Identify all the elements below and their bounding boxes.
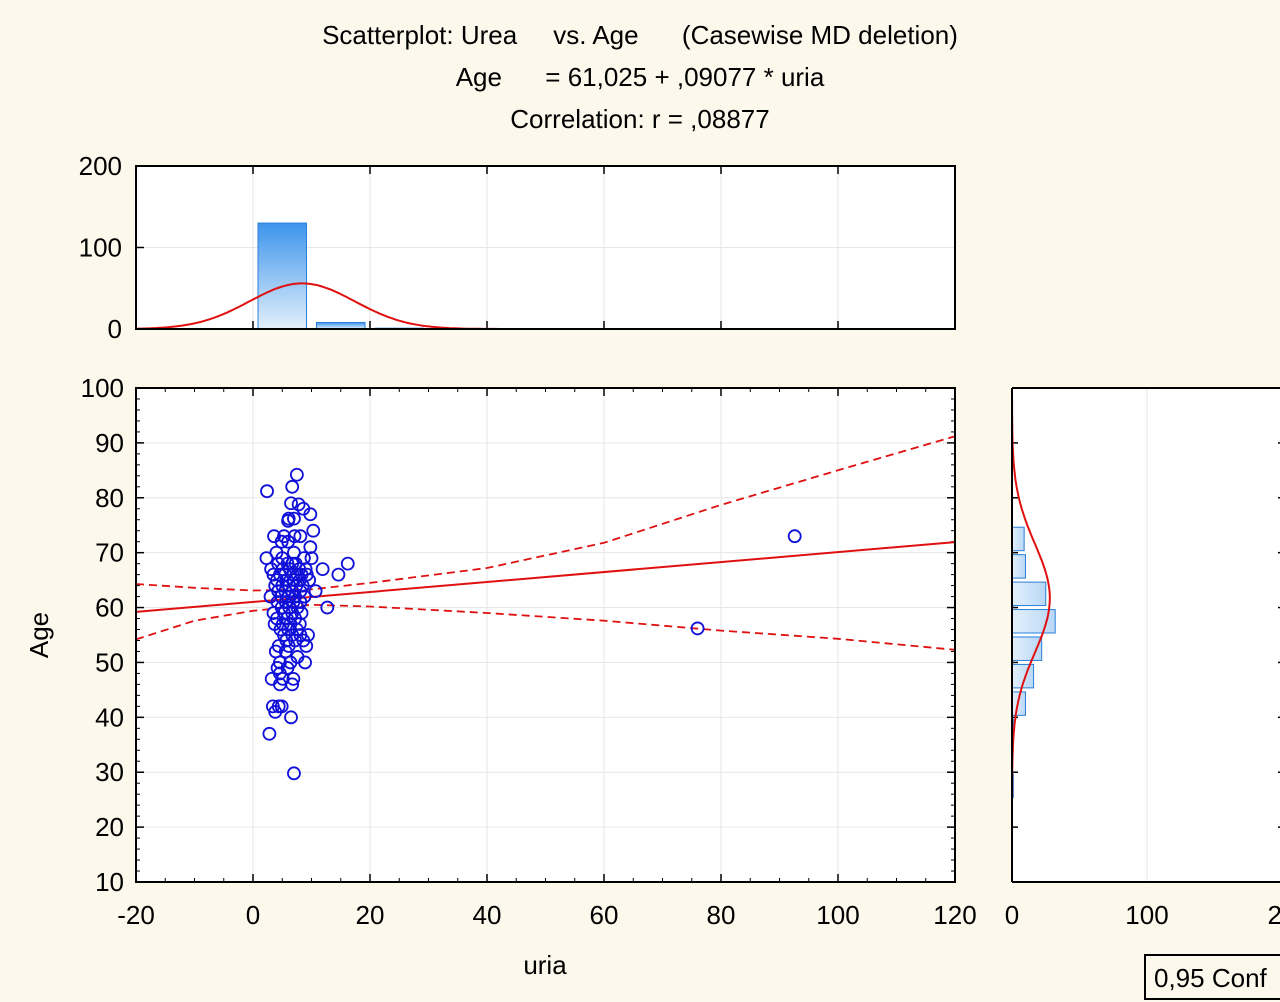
data-point xyxy=(306,523,321,538)
x-tick-label: 20 xyxy=(356,900,385,930)
top-hist-frame xyxy=(135,165,956,330)
plot-frame xyxy=(135,387,956,883)
data-point xyxy=(281,534,296,549)
y-axis-label: Age xyxy=(24,612,54,658)
data-point xyxy=(274,534,289,549)
x-tick-label: 80 xyxy=(707,900,736,930)
x-tick-label: -20 xyxy=(117,900,155,930)
legend-box: 0,95 Conf xyxy=(1144,954,1280,1000)
x-tick-label: 0 xyxy=(246,900,260,930)
data-point xyxy=(286,672,301,686)
y-tick-label: 40 xyxy=(95,702,124,732)
legend-text: 0,95 Conf xyxy=(1154,963,1268,993)
data-point xyxy=(284,496,298,511)
data-point xyxy=(281,513,296,528)
data-point xyxy=(787,529,802,544)
data-point xyxy=(340,556,355,571)
data-point xyxy=(287,766,301,781)
y-tick-label: 70 xyxy=(95,538,124,568)
x-tick-label: 40 xyxy=(473,900,502,930)
data-point xyxy=(268,704,283,719)
data-point xyxy=(320,600,335,615)
data-point xyxy=(289,467,304,482)
confidence-band-lower xyxy=(135,603,956,651)
right-hist-area xyxy=(1012,388,1280,882)
top-hist-y-tick-label: 0 xyxy=(108,314,122,344)
data-point xyxy=(285,677,300,692)
data-point xyxy=(690,621,705,636)
y-tick-label: 100 xyxy=(81,373,124,403)
data-point xyxy=(308,584,323,598)
top-histogram-panel: 0 100 200 xyxy=(79,151,956,344)
data-point xyxy=(304,551,319,566)
data-point xyxy=(285,479,300,494)
data-point xyxy=(303,507,318,522)
top-hist-y-tick-label: 200 xyxy=(79,151,122,181)
data-point xyxy=(315,562,330,577)
y-tick-label: 60 xyxy=(95,593,124,623)
y-tick-label: 10 xyxy=(95,867,124,897)
data-point xyxy=(262,726,277,741)
right-hist-bar xyxy=(1011,526,1025,552)
data-point xyxy=(287,511,301,526)
x-tick-label: 60 xyxy=(590,900,619,930)
regression-equation: Age = 61,025 + ,09077 * uria xyxy=(455,62,825,92)
data-point xyxy=(291,497,306,512)
y-tick-label: 50 xyxy=(95,647,124,677)
data-point xyxy=(260,484,274,499)
confidence-band-upper xyxy=(135,435,956,592)
y-tick-label: 90 xyxy=(95,428,124,458)
plot-area xyxy=(136,388,955,882)
x-axis-label: uria xyxy=(523,950,567,980)
top-hist-y-tick-label: 100 xyxy=(79,233,122,263)
y-tick-label: 30 xyxy=(95,757,124,787)
y-tick-label: 80 xyxy=(95,483,124,513)
x-tick-label: 120 xyxy=(933,900,976,930)
data-point xyxy=(284,710,298,725)
correlation-text: Correlation: r = ,08877 xyxy=(510,104,770,134)
x-tick-label: 100 xyxy=(816,900,859,930)
data-point xyxy=(331,567,346,582)
y-tick-label: 20 xyxy=(95,812,124,842)
right-histogram-panel: 0 100 20 xyxy=(1005,387,1280,930)
right-hist-bar xyxy=(1011,554,1026,579)
scatter-plot-panel: -20 0 20 40 60 80 100 120 10 20 30 40 50 60 70 80 90 100 xyxy=(81,373,977,930)
data-point xyxy=(298,655,312,670)
right-hist-bar xyxy=(1011,581,1047,607)
data-point xyxy=(299,639,314,653)
right-hist-x-tick-label: 0 xyxy=(1005,900,1019,930)
top-hist-bar xyxy=(257,222,307,330)
right-hist-x-tick-label: 20 xyxy=(1268,900,1280,930)
data-point xyxy=(293,529,308,544)
right-hist-x-tick-label: 100 xyxy=(1125,900,1168,930)
chart-title: Scatterplot: Urea vs. Age (Casewise MD d… xyxy=(322,20,958,50)
